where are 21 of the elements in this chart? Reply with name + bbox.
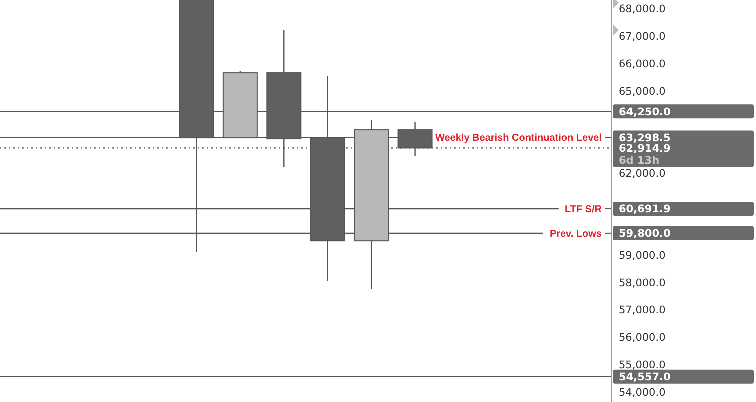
y-tick-label: 62,000.0 (619, 168, 666, 180)
y-tick-label: 54,000.0 (619, 386, 666, 399)
y-tick-label: 57,000.0 (619, 304, 666, 317)
y-tick-label: 62,914.9 (619, 142, 671, 155)
y-tick-label: 64,250.0 (619, 106, 671, 118)
y-tick-label: 65,000.0 (619, 86, 666, 98)
y-tick-label: 68,000.0 (619, 4, 666, 16)
ref-line-label: Prev. Lows (550, 228, 602, 240)
text: 6d 13h (619, 154, 660, 167)
y-tick-label: 54,557.0 (619, 372, 671, 384)
y-tick-label: 66,000.0 (619, 58, 666, 70)
ref-line-label: LTF S/R (564, 204, 603, 216)
y-tick-label: 55,000.0 (619, 359, 666, 372)
y-tick-label: 58,000.0 (619, 277, 666, 290)
y-tick-label: 60,691.9 (619, 204, 671, 216)
y-tick-label: 67,000.0 (619, 31, 666, 44)
y-tick-label: 56,000.0 (619, 332, 666, 344)
ref-line-label: Weekly Bearish Continuation Level (435, 133, 602, 144)
y-tick-label: 59,800.0 (619, 228, 671, 240)
y-tick-label: 63,298.5 (619, 132, 671, 144)
y-tick-label: 59,000.0 (619, 250, 666, 262)
